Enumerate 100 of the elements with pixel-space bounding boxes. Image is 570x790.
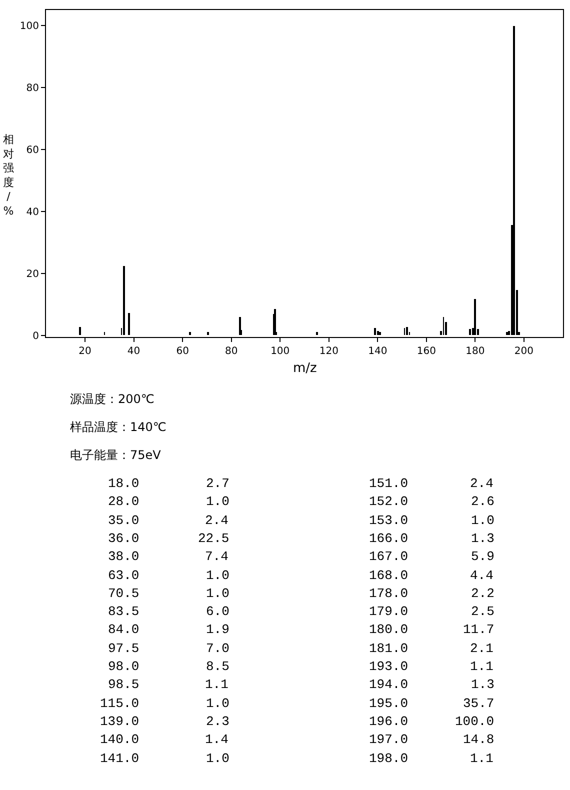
text: 6.0: [206, 604, 230, 619]
text: 141.0: [100, 751, 140, 766]
bar: [316, 332, 318, 335]
text: 168.0: [369, 568, 408, 583]
text: 196.0: [369, 714, 408, 729]
y-tick-label: 40: [26, 206, 39, 218]
text: 1.4: [205, 732, 229, 747]
text: 83.5: [108, 604, 140, 619]
text: 36.0: [108, 531, 140, 546]
text: 2.4: [470, 476, 494, 491]
y-tick-label: 80: [26, 82, 39, 94]
text: 139.0: [100, 714, 140, 729]
text: 152.0: [369, 494, 408, 509]
bar: [406, 327, 408, 335]
x-tick-label: 180: [466, 346, 485, 357]
text: 98.0: [108, 659, 140, 674]
bar: [79, 327, 81, 335]
text: 197.0: [369, 732, 408, 747]
text: 1.3: [471, 531, 494, 546]
text: 70.5: [108, 586, 140, 601]
text: 2.4: [205, 513, 229, 528]
text: 7.0: [206, 641, 230, 656]
text: 11.7: [463, 622, 494, 637]
text: 1.0: [206, 494, 230, 509]
bar: [474, 299, 476, 335]
text: 194.0: [369, 677, 408, 692]
text: 198.0: [369, 751, 408, 766]
text: 166.0: [369, 531, 408, 546]
text: 22.5: [198, 531, 230, 546]
text: 167.0: [369, 549, 408, 564]
y-axis-title: 相对强度/%: [3, 133, 14, 218]
text: 63.0: [108, 568, 140, 583]
y-tick-label: 100: [20, 21, 39, 32]
y-tick-label: 0: [32, 330, 39, 342]
text: 1.3: [471, 677, 494, 692]
text: 2.3: [206, 714, 230, 729]
text: 7.4: [205, 549, 229, 564]
bar: [274, 309, 276, 335]
bar: [469, 329, 471, 335]
text: 2.1: [470, 641, 494, 656]
text: 179.0: [369, 604, 408, 619]
x-tick-label: 200: [514, 346, 534, 357]
bar: [379, 332, 381, 335]
text: 1.0: [206, 696, 230, 711]
text: 1.9: [206, 622, 230, 637]
text: 178.0: [369, 586, 408, 601]
text: 97.5: [108, 641, 140, 656]
text: 8.5: [206, 659, 230, 674]
text: 84.0: [108, 622, 140, 637]
bar: [374, 328, 376, 335]
x-tick-label: 140: [368, 346, 388, 357]
bar: [128, 313, 130, 335]
x-tick-label: 20: [78, 346, 92, 357]
text: 5.9: [471, 549, 494, 564]
text: 18.0: [108, 476, 140, 491]
bar: [207, 332, 209, 335]
text: 4.4: [470, 568, 494, 583]
text: 181.0: [369, 641, 408, 656]
text: 1.0: [206, 586, 230, 601]
text: 115.0: [100, 696, 140, 711]
x-tick-label: 100: [270, 346, 290, 357]
text: 140.0: [100, 732, 140, 747]
text: 2.2: [471, 586, 494, 601]
text: 样品温度：140℃: [70, 420, 166, 434]
text: 1.1: [205, 677, 229, 692]
text: 电子能量：75eV: [70, 448, 162, 462]
text: 14.8: [463, 732, 494, 747]
bar: [123, 266, 125, 335]
text: 180.0: [369, 622, 408, 637]
y-tick-label: 60: [26, 144, 39, 156]
text: 1.1: [470, 751, 494, 766]
text: 35.7: [463, 696, 494, 711]
x-tick-label: 40: [127, 346, 140, 357]
x-tick-label: 60: [176, 346, 189, 357]
text: 195.0: [369, 696, 408, 711]
text: 100.0: [455, 714, 494, 729]
text: 193.0: [369, 659, 408, 674]
text: 1.0: [206, 751, 230, 766]
text: 151.0: [369, 476, 408, 491]
x-axis-title: m/z: [293, 361, 318, 376]
x-tick-label: 80: [224, 346, 238, 357]
x-tick-label: 120: [319, 346, 338, 357]
bar: [506, 332, 508, 335]
text: 153.0: [369, 513, 408, 528]
text: 2.5: [471, 604, 494, 619]
text: 98.5: [108, 677, 140, 692]
text: 源温度：200℃: [70, 392, 154, 406]
text: 2.6: [471, 494, 494, 509]
text: 1.0: [471, 513, 494, 528]
text: 35.0: [108, 513, 140, 528]
text: 1.0: [206, 568, 230, 583]
x-tick-label: 160: [416, 346, 436, 357]
text: 1.1: [470, 659, 494, 674]
bar: [189, 332, 191, 335]
text: 38.0: [108, 549, 140, 564]
bar: [377, 331, 379, 335]
y-tick-label: 20: [26, 268, 39, 280]
text: 28.0: [108, 494, 140, 509]
bar: [513, 26, 515, 335]
text: 2.7: [206, 476, 230, 491]
